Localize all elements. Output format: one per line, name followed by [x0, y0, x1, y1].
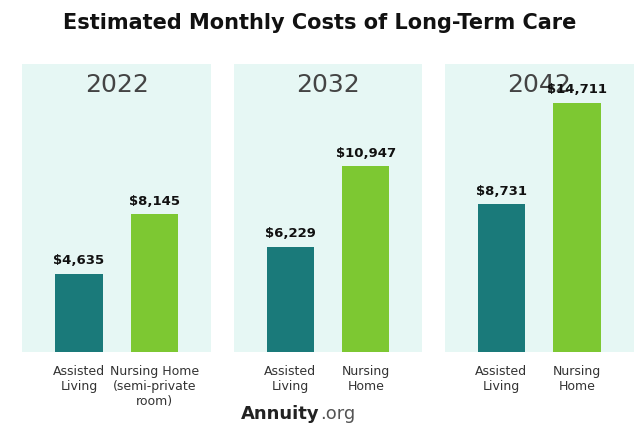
Text: Assisted
Living: Assisted Living [264, 364, 316, 392]
Text: $6,229: $6,229 [265, 227, 316, 240]
Text: .org: .org [320, 404, 355, 422]
Text: Estimated Monthly Costs of Long-Term Care: Estimated Monthly Costs of Long-Term Car… [63, 13, 577, 33]
Text: Nursing
Home: Nursing Home [553, 364, 601, 392]
Text: Assisted
Living: Assisted Living [53, 364, 105, 392]
Text: $4,635: $4,635 [54, 254, 104, 267]
Text: Assisted
Living: Assisted Living [476, 364, 527, 392]
Text: $8,731: $8,731 [476, 184, 527, 197]
Bar [554, 103, 600, 353]
Text: $14,711: $14,711 [547, 83, 607, 96]
Text: 2042: 2042 [508, 73, 571, 97]
Text: Annuity: Annuity [241, 404, 320, 422]
Text: Nursing Home
(semi-private
room): Nursing Home (semi-private room) [110, 364, 199, 407]
Bar [56, 274, 102, 353]
Bar [267, 247, 314, 353]
Text: $10,947: $10,947 [336, 147, 396, 160]
Bar [478, 205, 525, 353]
Bar [342, 167, 389, 353]
Text: 2022: 2022 [85, 73, 148, 97]
Bar [131, 215, 178, 353]
Text: Nursing
Home: Nursing Home [342, 364, 390, 392]
Text: 2032: 2032 [296, 73, 360, 97]
Text: $8,145: $8,145 [129, 194, 180, 207]
